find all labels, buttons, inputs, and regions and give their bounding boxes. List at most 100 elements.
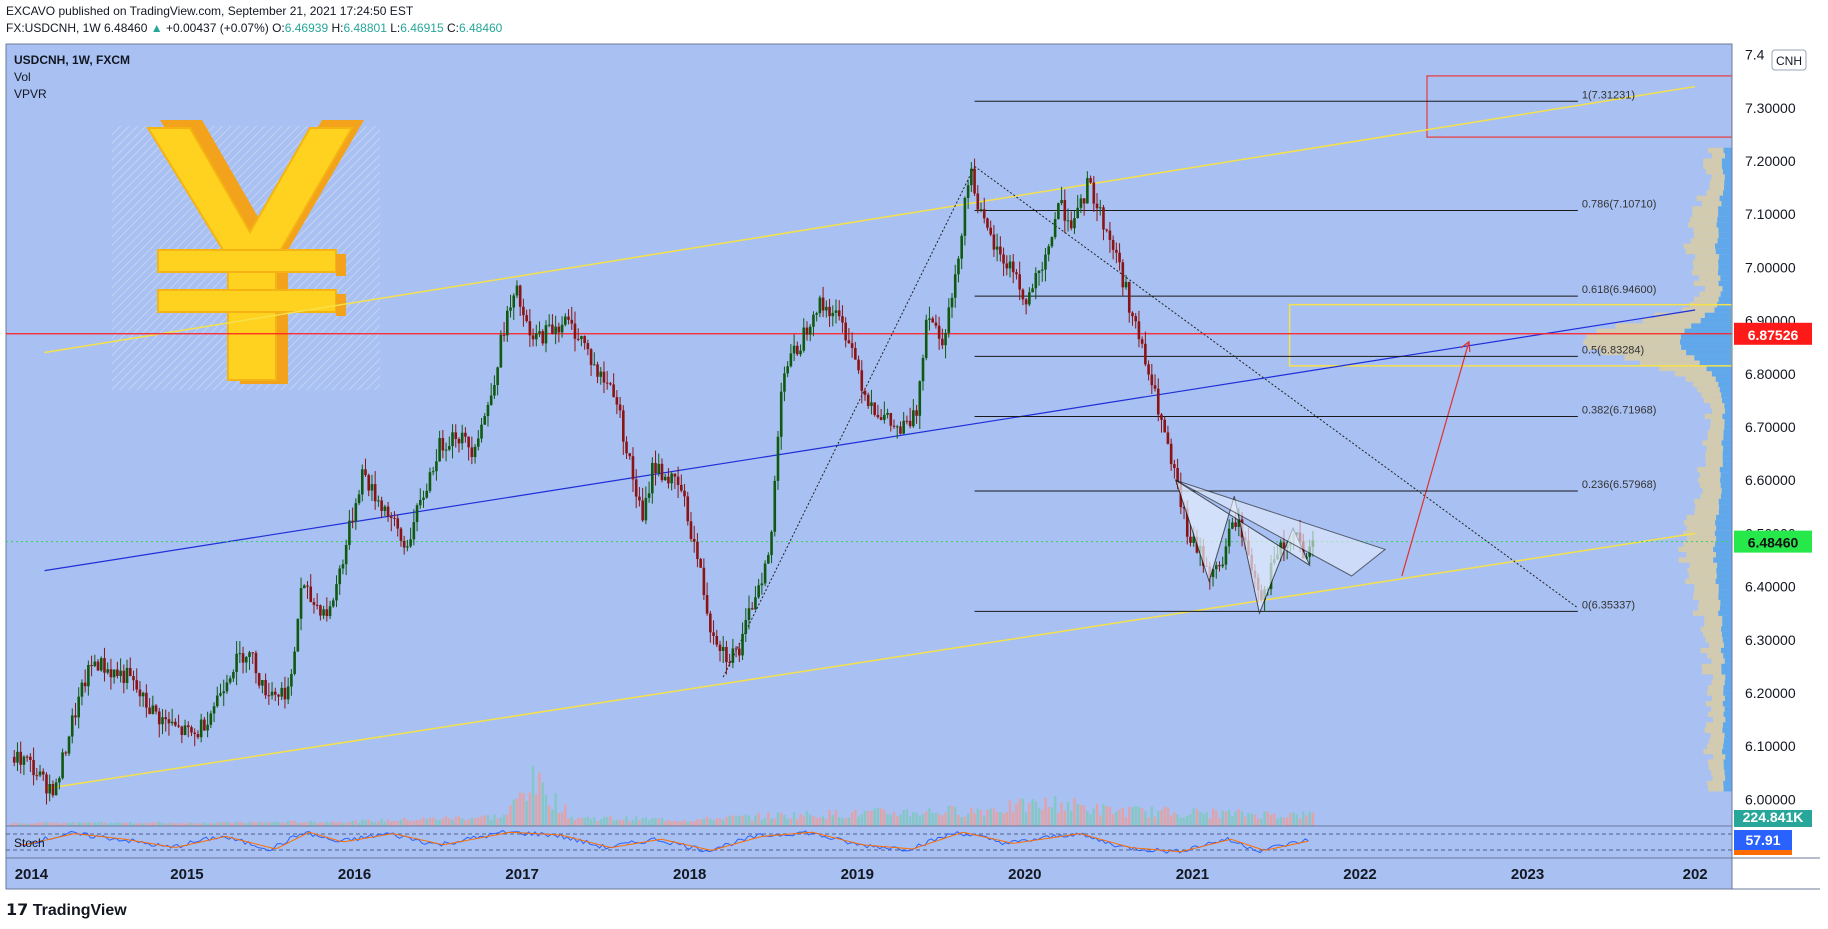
- candle-down: [1102, 207, 1105, 230]
- candle-down: [1144, 343, 1147, 365]
- trend-lines: [6, 85, 1732, 790]
- volume-bar: [667, 819, 670, 826]
- volume-bar: [754, 815, 757, 826]
- volume-bar: [844, 818, 847, 826]
- candle-up: [767, 555, 770, 564]
- volume-bar: [625, 816, 628, 826]
- vpvr-bar-up: [1710, 403, 1725, 409]
- candle-down: [1021, 289, 1025, 300]
- vpvr-bar-up: [1709, 738, 1724, 744]
- vpvr-bar-down: [1723, 780, 1732, 787]
- candle-up: [70, 715, 74, 737]
- volume-bar: [1176, 814, 1179, 826]
- candle-down: [12, 756, 16, 763]
- volume-bar: [976, 808, 979, 826]
- volume-bar: [635, 816, 638, 826]
- candle-up: [506, 310, 509, 336]
- candle-down: [805, 327, 809, 335]
- candle-down: [1173, 464, 1176, 468]
- volume-bar: [261, 821, 264, 826]
- volume-bar: [812, 815, 815, 826]
- volume-bar: [1150, 806, 1154, 826]
- price-axis-ticks: 6.000006.100006.200006.300006.400006.500…: [1745, 47, 1796, 808]
- author-name[interactable]: EXCAVO: [6, 4, 56, 18]
- volume-bar: [493, 814, 496, 826]
- candle-down: [1176, 467, 1179, 485]
- volume-bar: [1144, 811, 1147, 826]
- vpvr-bar-up: [1707, 435, 1724, 441]
- volume-bar: [831, 815, 834, 826]
- chart-legend-title[interactable]: USDCNH, 1W, FXCM: [14, 53, 130, 67]
- currency-badge[interactable]: CNH: [1771, 49, 1807, 71]
- volume-bar: [1086, 811, 1089, 826]
- candle-down: [1089, 178, 1092, 183]
- candle-up: [54, 782, 58, 796]
- price-axis[interactable]: [1732, 44, 1820, 889]
- legend-vpvr[interactable]: VPVR: [14, 87, 47, 101]
- vpvr-bar-up: [1683, 530, 1715, 537]
- volume-bar: [963, 816, 967, 826]
- candle-down: [660, 463, 664, 481]
- volume-bar: [886, 814, 889, 826]
- tradingview-logo[interactable]: 𝟭𝟳 TradingView: [6, 900, 127, 920]
- volume-bar: [1266, 811, 1270, 826]
- vpvr-bar-down: [1720, 477, 1732, 483]
- candle-up: [808, 326, 812, 335]
- vpvr-bar-down: [1720, 482, 1732, 489]
- volume-bar: [509, 805, 512, 826]
- volume-bar: [1102, 804, 1105, 826]
- candle-up: [593, 364, 596, 366]
- volume-bar: [789, 818, 793, 826]
- forecast-arrow: [1401, 341, 1470, 577]
- volume-bar: [1173, 812, 1176, 826]
- candle-down: [1282, 542, 1286, 549]
- candle-up: [360, 469, 364, 495]
- vpvr-bar-up: [1704, 621, 1723, 627]
- candle-down: [1182, 507, 1186, 509]
- candle-down: [1147, 364, 1150, 375]
- vpvr-bar-up: [1689, 562, 1718, 568]
- volume-bar: [45, 822, 48, 826]
- volume-bar: [325, 821, 329, 826]
- vpvr-bar-down: [1723, 445, 1732, 451]
- candle-down: [828, 306, 831, 317]
- candle-up: [834, 310, 838, 313]
- vpvr-bar-down: [1724, 179, 1732, 185]
- candle-down: [157, 711, 161, 725]
- stoch-d-tag: [1734, 850, 1792, 855]
- volume-bar: [593, 817, 596, 826]
- volume-bar: [970, 807, 973, 826]
- vpvr-bar-up: [1694, 509, 1719, 515]
- volume-bar: [541, 782, 544, 826]
- volume-bar: [393, 820, 396, 826]
- vpvr-bar-up: [1700, 626, 1722, 632]
- candle-up: [331, 600, 335, 607]
- candle-up: [1237, 519, 1241, 527]
- vpvr-bar-down: [1713, 557, 1732, 563]
- volume-bar: [274, 821, 277, 826]
- legend-vol[interactable]: Vol: [14, 70, 31, 84]
- volume-bar: [538, 772, 541, 826]
- volume-bar: [786, 818, 789, 826]
- volume-bar: [1311, 812, 1315, 826]
- time-axis[interactable]: 2014 2015 2016 2017 2018 2019 2020 2021 2022 2023…: [15, 866, 1708, 883]
- ohlc-line: FX:USDCNH, 1W 6.48460 ▲ +0.00437 (+0.07%…: [6, 21, 502, 35]
- candle-down: [177, 725, 180, 727]
- vpvr-bar-up: [1705, 456, 1723, 462]
- candle-up: [918, 381, 922, 416]
- volume-bar: [973, 812, 976, 826]
- volume-bar: [847, 817, 851, 826]
- candle-up: [170, 721, 174, 724]
- candle-up: [789, 353, 793, 367]
- vpvr-bar-up: [1693, 227, 1719, 233]
- candle-down: [1005, 263, 1009, 269]
- stoch-pane[interactable]: [5, 825, 1733, 859]
- vpvr-bar-down: [1715, 248, 1732, 255]
- symbol-line: FX:USDCNH, 1W: [6, 21, 101, 35]
- volume-bar: [899, 814, 902, 826]
- vpvr-bar-up: [1709, 642, 1724, 648]
- volume-bar: [232, 823, 235, 826]
- volume-bar: [141, 823, 145, 826]
- candle-up: [61, 752, 64, 779]
